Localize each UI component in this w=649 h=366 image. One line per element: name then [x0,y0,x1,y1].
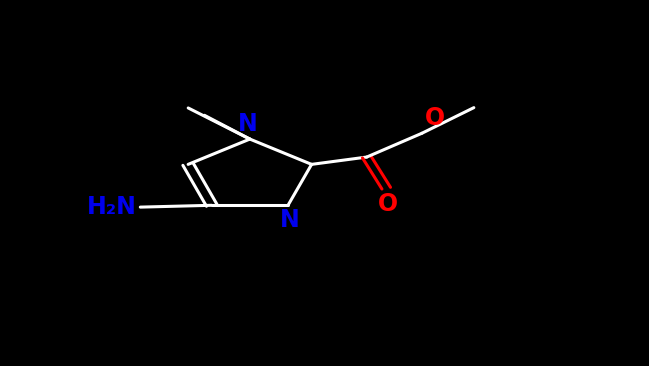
Text: H₂N: H₂N [87,195,137,219]
Text: O: O [425,107,445,130]
Text: N: N [238,112,258,136]
Text: O: O [378,192,398,216]
Text: N: N [280,208,300,232]
